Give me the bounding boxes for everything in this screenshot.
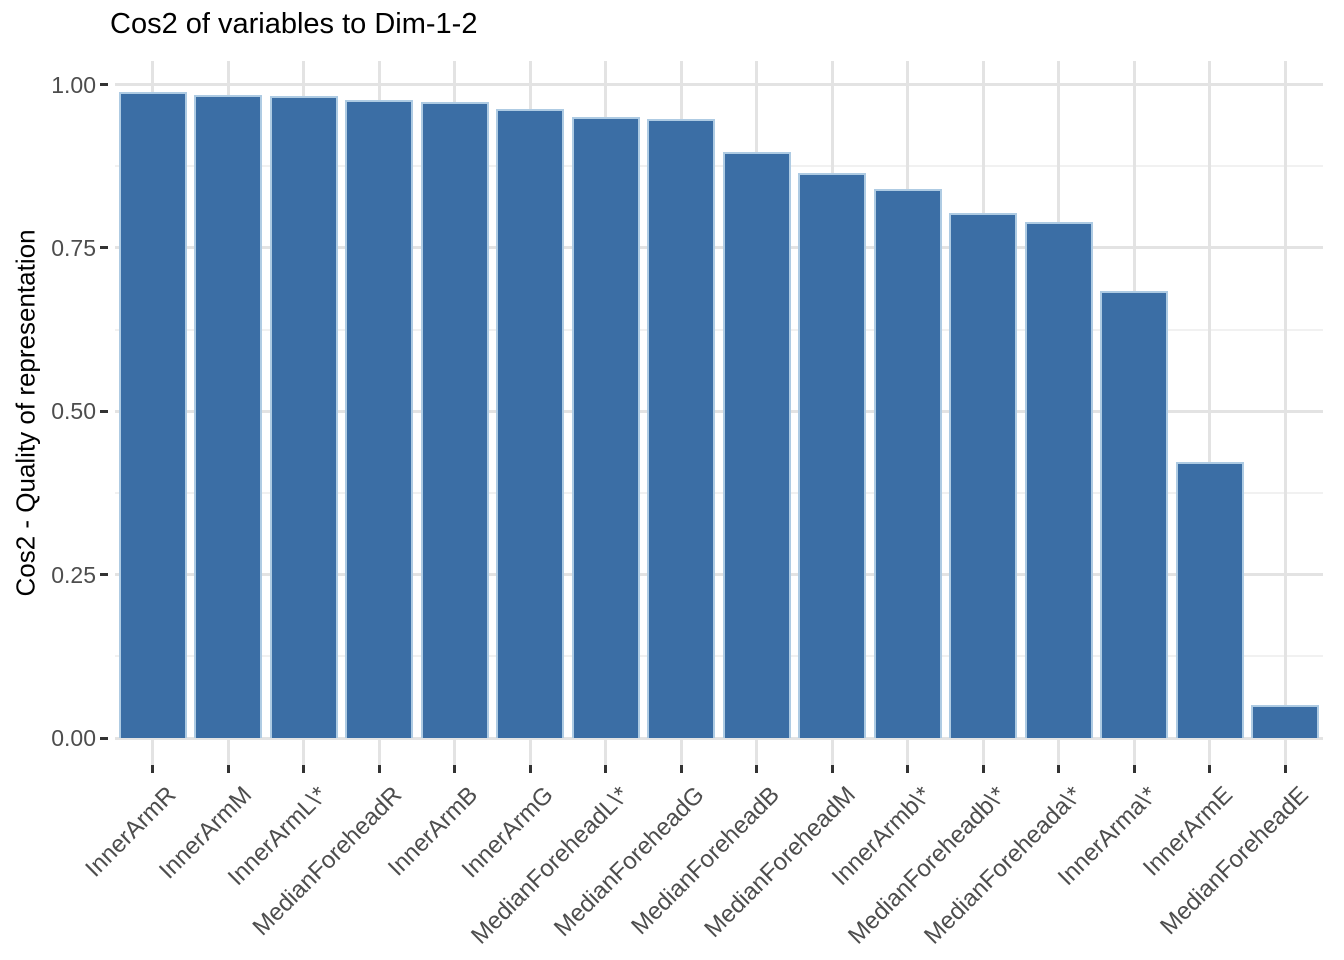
bar [1100,291,1168,738]
bar [496,109,564,738]
x-tick-label: MedianForeheadE [1154,781,1314,941]
x-axis-tick [981,765,985,773]
bar [723,152,791,738]
x-axis-tick [830,765,834,773]
x-axis-tick [1208,765,1212,773]
y-tick-label: 1.00 [51,71,96,98]
bar [1176,462,1244,738]
y-axis-tick [100,736,108,740]
y-tick-label: 0.00 [51,725,96,751]
bar [194,95,262,738]
x-axis-tick [906,765,910,773]
chart-title: Cos2 of variables to Dim-1-2 [110,8,478,40]
y-axis-tick [100,246,108,250]
y-tick-label: 0.75 [51,234,96,261]
x-axis-tick [755,765,759,773]
y-axis-tick [100,83,108,86]
x-axis-tick [1283,765,1287,773]
bar [572,117,640,738]
bar [119,92,187,738]
bar [1251,705,1319,738]
bar [421,102,489,738]
gridline-minor-horizontal [115,328,1323,331]
bar [345,100,413,738]
gridline-minor-horizontal [115,655,1323,658]
bar [949,213,1017,738]
gridline-major-horizontal [115,83,1323,86]
bar [1025,222,1093,738]
y-axis-tick [100,573,108,577]
x-axis-tick [226,765,230,773]
x-axis-tick [1057,765,1061,773]
bar [270,96,338,738]
bar [647,119,715,738]
gridline-minor-horizontal [115,491,1323,494]
y-tick-label: 0.50 [51,398,96,425]
gridline-major-horizontal [115,736,1323,740]
x-axis-tick [453,765,457,773]
gridline-major-horizontal [115,246,1323,250]
bar [874,189,942,738]
x-axis-tick [377,765,381,773]
x-axis-tick [528,765,532,773]
x-axis-tick [151,765,155,773]
gridline-major-vertical [1283,61,1287,765]
x-axis-tick [604,765,608,773]
bar [798,173,866,738]
gridline-major-vertical [1208,61,1212,765]
gridline-minor-horizontal [115,165,1323,168]
y-tick-label: 0.25 [51,561,96,588]
gridline-major-horizontal [115,573,1323,577]
x-axis-tick [302,765,306,773]
y-axis-tick [100,409,108,413]
x-axis-tick [1132,765,1136,773]
gridline-major-horizontal [115,409,1323,413]
x-axis-tick [679,765,683,773]
